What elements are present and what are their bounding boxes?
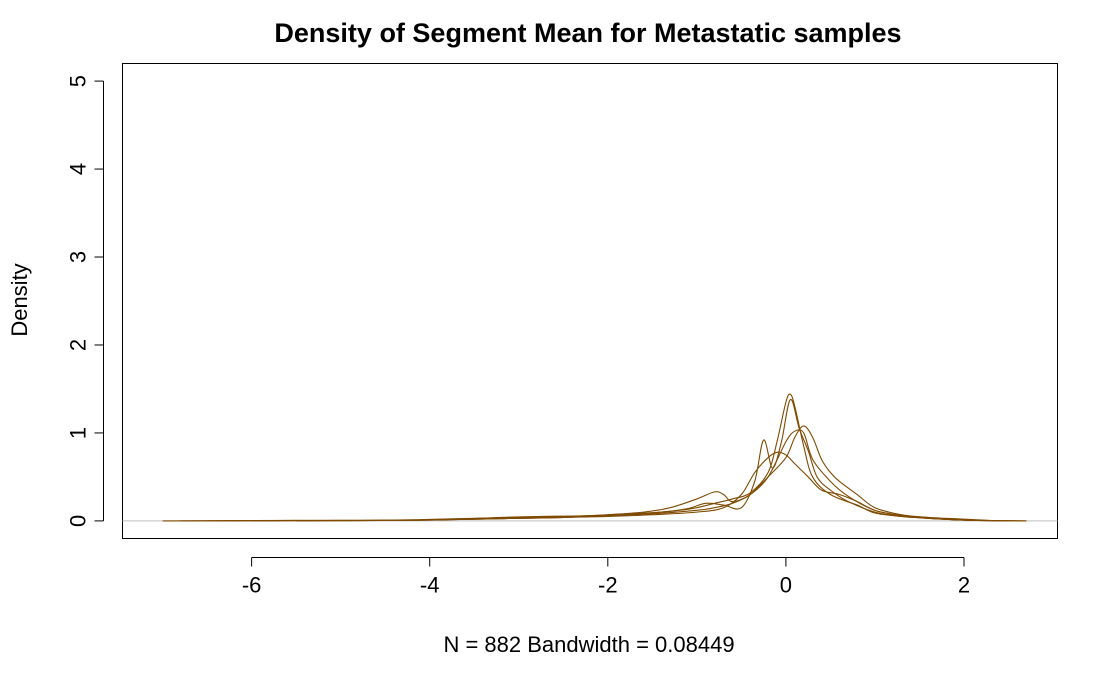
- y-axis-label: Density: [7, 263, 32, 336]
- density-series-group: [162, 393, 1027, 522]
- density-curve-2: [180, 429, 1027, 522]
- plot-frame: [122, 63, 1058, 539]
- chart-title: Density of Segment Mean for Metastatic s…: [274, 18, 901, 48]
- y-axis: 0 1 2 3 4 5: [66, 75, 104, 527]
- y-tick-label: 5: [66, 75, 91, 87]
- x-tick-label: -6: [242, 573, 262, 598]
- density-curve-5: [296, 451, 1000, 522]
- x-tick-label: 2: [958, 573, 970, 598]
- density-curve-3: [207, 398, 1009, 522]
- x-tick-label: -2: [598, 573, 618, 598]
- y-tick-label: 2: [66, 339, 91, 351]
- x-axis: -6 -4 -2 0 2: [242, 557, 970, 598]
- x-tick-label: -4: [420, 573, 440, 598]
- y-tick-label: 0: [66, 515, 91, 527]
- y-tick-label: 3: [66, 251, 91, 263]
- y-tick-label: 4: [66, 163, 91, 175]
- x-axis-label: N = 882 Bandwidth = 0.08449: [443, 632, 734, 657]
- density-curve-4: [251, 425, 1000, 522]
- y-tick-label: 1: [66, 427, 91, 439]
- x-tick-label: 0: [780, 573, 792, 598]
- density-curve-1: [162, 393, 1027, 522]
